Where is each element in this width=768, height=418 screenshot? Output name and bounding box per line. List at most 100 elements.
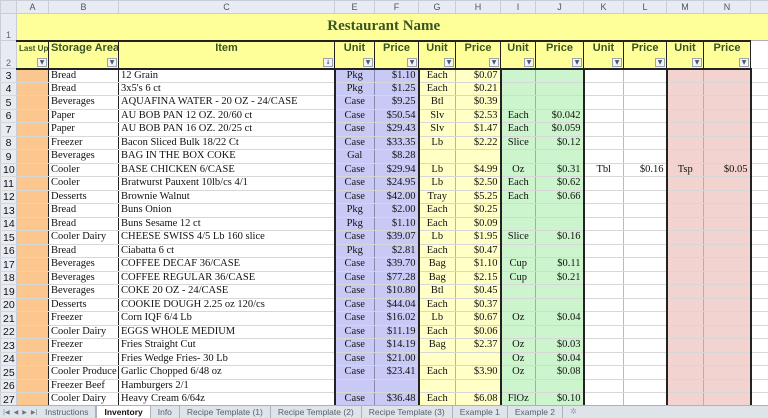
column-header-h[interactable]: H [455, 0, 501, 14]
row-number[interactable]: 21 [0, 311, 17, 326]
unit-5-cell[interactable] [666, 244, 704, 258]
unit-5-cell[interactable] [666, 109, 704, 123]
unit-2-cell[interactable]: Lb [418, 230, 456, 245]
unit-2-cell[interactable]: Each [418, 365, 456, 380]
price-2-cell[interactable]: $3.90 [455, 365, 502, 380]
row-number[interactable]: 12 [0, 189, 17, 204]
price-4-cell[interactable] [623, 122, 668, 137]
empty-cell[interactable] [750, 82, 768, 96]
empty-cell[interactable] [750, 40, 768, 69]
sheet-tab-example-1[interactable]: Example 1 [453, 405, 508, 418]
last-update-cell[interactable] [16, 325, 49, 339]
price-5-cell[interactable] [703, 271, 752, 285]
price-2-cell[interactable]: $5.25 [455, 190, 502, 204]
price-2-cell[interactable]: $0.47 [455, 244, 502, 258]
sheet-tab-instructions[interactable]: Instructions [38, 405, 97, 418]
unit-1-cell[interactable]: Case [334, 284, 375, 299]
price-4-cell[interactable] [623, 230, 668, 245]
unit-1-cell[interactable]: Case [334, 298, 375, 312]
unit-1-cell[interactable]: Case [334, 392, 375, 405]
storage-area-cell[interactable]: Desserts [48, 190, 119, 204]
row-number[interactable]: 18 [0, 270, 17, 285]
price-2-cell[interactable]: $0.67 [455, 311, 502, 326]
row-number[interactable]: 3 [0, 68, 17, 83]
last-update-cell[interactable] [16, 284, 49, 299]
item-cell[interactable]: Garlic Chopped 6/48 oz [118, 365, 336, 380]
unit-3-cell[interactable] [500, 82, 536, 96]
row-number[interactable]: 11 [0, 176, 17, 191]
sheet-tab-recipe-template-1[interactable]: Recipe Template (1) [180, 405, 271, 418]
storage-area-cell[interactable]: Bread [48, 244, 119, 258]
last-update-cell[interactable] [16, 311, 49, 326]
empty-cell[interactable] [750, 338, 768, 353]
item-cell[interactable]: Bacon Sliced Bulk 18/22 Ct [118, 136, 336, 150]
unit-4-cell[interactable] [583, 82, 624, 96]
price-1-cell[interactable]: $11.19 [374, 325, 420, 339]
price-2-cell[interactable]: $6.08 [455, 392, 502, 405]
price-5-cell[interactable] [703, 95, 752, 110]
row-number[interactable]: 14 [0, 216, 17, 231]
price-2-cell[interactable]: $1.10 [455, 257, 502, 272]
unit-3-cell[interactable] [500, 203, 536, 218]
unit-2-cell[interactable]: Each [418, 325, 456, 339]
price-4-cell[interactable] [623, 149, 668, 164]
empty-cell[interactable] [750, 379, 768, 393]
price-5-cell[interactable]: $0.05 [703, 163, 752, 177]
storage-area-cell[interactable]: Freezer [48, 311, 119, 326]
unit-5-cell[interactable] [666, 176, 704, 191]
price-5-cell[interactable] [703, 365, 752, 380]
unit-3-cell[interactable]: Oz [500, 311, 536, 326]
item-cell[interactable]: Buns Sesame 12 ct [118, 217, 336, 231]
header-price-5[interactable]: Price ▼ [703, 39, 751, 70]
storage-area-cell[interactable]: Bread [48, 68, 119, 83]
price-2-cell[interactable]: $0.06 [455, 325, 502, 339]
unit-4-cell[interactable] [583, 203, 624, 218]
unit-4-cell[interactable] [583, 136, 624, 150]
price-5-cell[interactable] [703, 136, 752, 150]
last-update-cell[interactable] [16, 136, 49, 150]
price-4-cell[interactable] [623, 379, 668, 393]
column-header-a[interactable]: A [16, 0, 49, 14]
unit-2-cell[interactable]: Lb [418, 176, 456, 191]
unit-4-cell[interactable] [583, 338, 624, 353]
unit-4-cell[interactable] [583, 284, 624, 299]
unit-3-cell[interactable] [500, 284, 536, 299]
column-header-n[interactable]: N [703, 0, 751, 14]
unit-5-cell[interactable] [666, 203, 704, 218]
price-2-cell[interactable]: $2.22 [455, 136, 502, 150]
filter-dropdown-icon[interactable]: ▼ [37, 57, 47, 67]
row-number[interactable]: 19 [0, 284, 17, 299]
unit-2-cell[interactable]: Lb [418, 136, 456, 150]
price-5-cell[interactable] [703, 244, 752, 258]
price-5-cell[interactable] [703, 230, 752, 245]
unit-3-cell[interactable] [500, 149, 536, 164]
unit-4-cell[interactable] [583, 325, 624, 339]
empty-cell[interactable] [750, 271, 768, 285]
unit-1-cell[interactable]: Case [334, 95, 375, 110]
unit-5-cell[interactable] [666, 352, 704, 366]
row-number[interactable]: 10 [0, 162, 17, 177]
price-3-cell[interactable]: $0.21 [535, 271, 585, 285]
price-3-cell[interactable]: $0.03 [535, 338, 585, 353]
price-1-cell[interactable]: $2.00 [374, 203, 420, 218]
row-number[interactable]: 16 [0, 243, 17, 258]
unit-3-cell[interactable]: Slice [500, 230, 536, 245]
row-number[interactable]: 17 [0, 257, 17, 272]
unit-3-cell[interactable] [500, 244, 536, 258]
price-1-cell[interactable]: $33.35 [374, 136, 420, 150]
price-1-cell[interactable]: $29.43 [374, 122, 420, 137]
unit-1-cell[interactable]: Pkg [334, 68, 375, 83]
unit-4-cell[interactable] [583, 379, 624, 393]
storage-area-cell[interactable]: Paper [48, 109, 119, 123]
last-update-cell[interactable] [16, 176, 49, 191]
price-4-cell[interactable] [623, 68, 668, 83]
price-5-cell[interactable] [703, 379, 752, 393]
row-number[interactable]: 25 [0, 365, 17, 380]
price-5-cell[interactable] [703, 109, 752, 123]
unit-1-cell[interactable]: Pkg [334, 203, 375, 218]
unit-1-cell[interactable]: Case [334, 109, 375, 123]
unit-5-cell[interactable] [666, 95, 704, 110]
unit-1-cell[interactable]: Pkg [334, 82, 375, 96]
header-price-3[interactable]: Price ▼ [535, 39, 584, 70]
row-number[interactable]: 9 [0, 149, 17, 164]
